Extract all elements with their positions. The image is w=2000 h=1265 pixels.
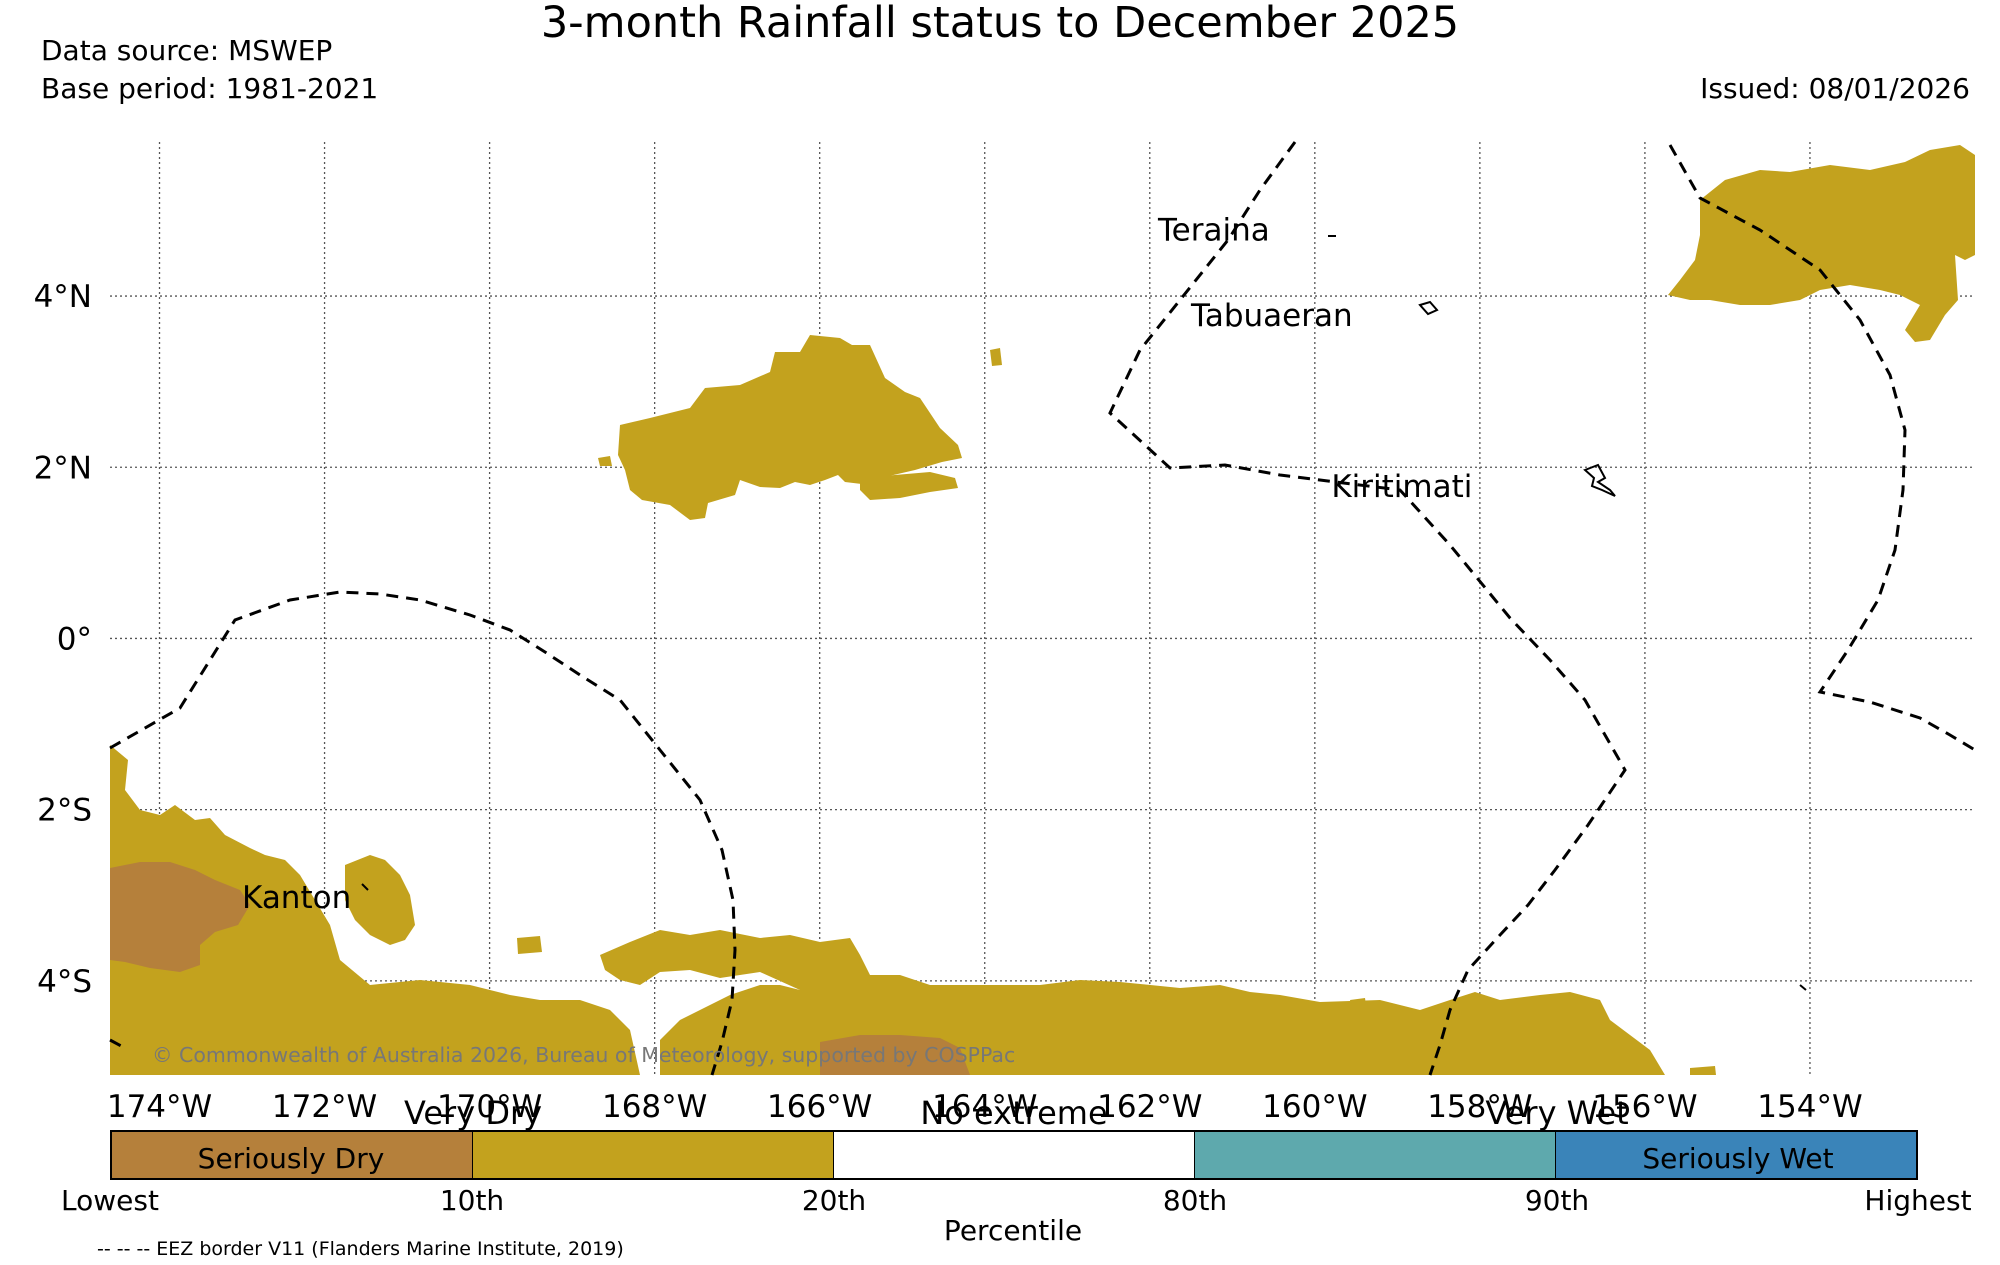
- very-dry-region-central-e: [860, 472, 958, 500]
- seriously-dry-region-kanton: [110, 862, 250, 972]
- legend-very-wet: [1195, 1132, 1556, 1178]
- issued-date-text: Issued: 08/01/2026: [1700, 72, 1970, 105]
- lon-tick-label: 174°W: [107, 1089, 212, 1125]
- very-dry-region-southwest: [110, 745, 640, 1075]
- very-dry-region-central: [618, 335, 962, 520]
- very-dry-region-northeast: [1668, 145, 1975, 342]
- legend-label-very-wet: Very Wet: [1485, 1094, 1629, 1132]
- lon-tick-label: 156°W: [1592, 1089, 1697, 1125]
- legend-very-dry: [473, 1132, 834, 1178]
- percentile-tick-20th: 20th: [801, 1184, 867, 1217]
- legend-label-seriously-dry: Seriously Dry: [197, 1142, 385, 1175]
- percentile-axis-label: Percentile: [943, 1214, 1083, 1247]
- percentile-tick-80th: 80th: [1162, 1184, 1228, 1217]
- place-label-teraina: Teraina: [1157, 212, 1270, 248]
- very-dry-region-islet-s3: [1690, 1066, 1716, 1075]
- very-dry-regions: [110, 145, 1975, 1075]
- lon-tick-label: 168°W: [602, 1089, 707, 1125]
- eez-border-east: [1668, 144, 1976, 752]
- island-outline-east: [1799, 984, 1807, 991]
- seriously-dry-region-south: [820, 1035, 970, 1075]
- lat-tick-label: 2°S: [37, 793, 92, 829]
- island-outline-kanton: [361, 883, 369, 891]
- very-dry-region-islet-s1: [517, 936, 542, 954]
- legend-label-very-dry: Very Dry: [403, 1094, 543, 1132]
- lon-tick-label: 170°W: [437, 1089, 542, 1125]
- lon-tick-label: 162°W: [1097, 1089, 1202, 1125]
- eez-note: -- -- -- EEZ border V11 (Flanders Marine…: [97, 1238, 624, 1260]
- very-dry-region-islet-w: [598, 456, 612, 466]
- percentile-tick-10th: 10th: [439, 1184, 505, 1217]
- lon-tick-label: 160°W: [1262, 1089, 1367, 1125]
- legend-label-seriously-wet: Seriously Wet: [1642, 1142, 1834, 1175]
- legend-seriously-dry: [112, 1132, 473, 1178]
- eez-border-line-islands: [1108, 141, 1627, 1076]
- place-label-kiritimati: Kiritimati: [1331, 469, 1472, 505]
- lon-tick-label: 154°W: [1757, 1089, 1862, 1125]
- lon-tick-label: 158°W: [1427, 1089, 1532, 1125]
- map-title: 3-month Rainfall status to December 2025: [540, 0, 1460, 48]
- island-outline-kiritimati: [1583, 463, 1616, 497]
- base-period-text: Base period: 1981-2021: [41, 72, 379, 105]
- lon-tick-label: 172°W: [272, 1089, 377, 1125]
- very-dry-region-islet-s2: [1350, 998, 1367, 1012]
- percentile-tick-highest: Highest: [1864, 1184, 1972, 1217]
- lat-tick-label: 4°S: [37, 964, 92, 1000]
- place-label-tabuaeran: Tabuaeran: [1190, 298, 1353, 334]
- percentile-tick-lowest: Lowest: [61, 1184, 159, 1217]
- eez-border-sw-small: [109, 1038, 126, 1050]
- eez-border-kiribati-phoenix: [109, 590, 737, 1076]
- place-label-kanton: Kanton: [242, 880, 351, 916]
- legend-seriously-wet: [1556, 1132, 1916, 1178]
- lon-tick-label: 166°W: [767, 1089, 872, 1125]
- percentile-tick-90th: 90th: [1524, 1184, 1590, 1217]
- very-dry-region-kanton-e: [345, 855, 415, 945]
- copyright-text: © Commonwealth of Australia 2026, Bureau…: [152, 1043, 1015, 1067]
- seriously-dry-regions: [110, 862, 970, 1075]
- very-dry-region-islet: [990, 348, 1002, 366]
- island-outline-tabuaeran: [1418, 300, 1439, 316]
- legend-no-extreme: [834, 1132, 1195, 1178]
- legend-label-no-extreme: No extreme: [920, 1094, 1108, 1132]
- lon-tick-label: 164°W: [932, 1089, 1037, 1125]
- lat-tick-label: 2°N: [34, 450, 92, 486]
- lat-tick-label: 4°N: [34, 279, 92, 315]
- island-outlines: [361, 235, 1807, 991]
- data-source-text: Data source: MSWEP: [41, 34, 333, 67]
- legend-colorbar: [110, 1130, 1918, 1180]
- graticule: [110, 142, 1975, 1075]
- eez-borders: [109, 141, 1976, 1076]
- lat-tick-label: 0°: [57, 621, 92, 657]
